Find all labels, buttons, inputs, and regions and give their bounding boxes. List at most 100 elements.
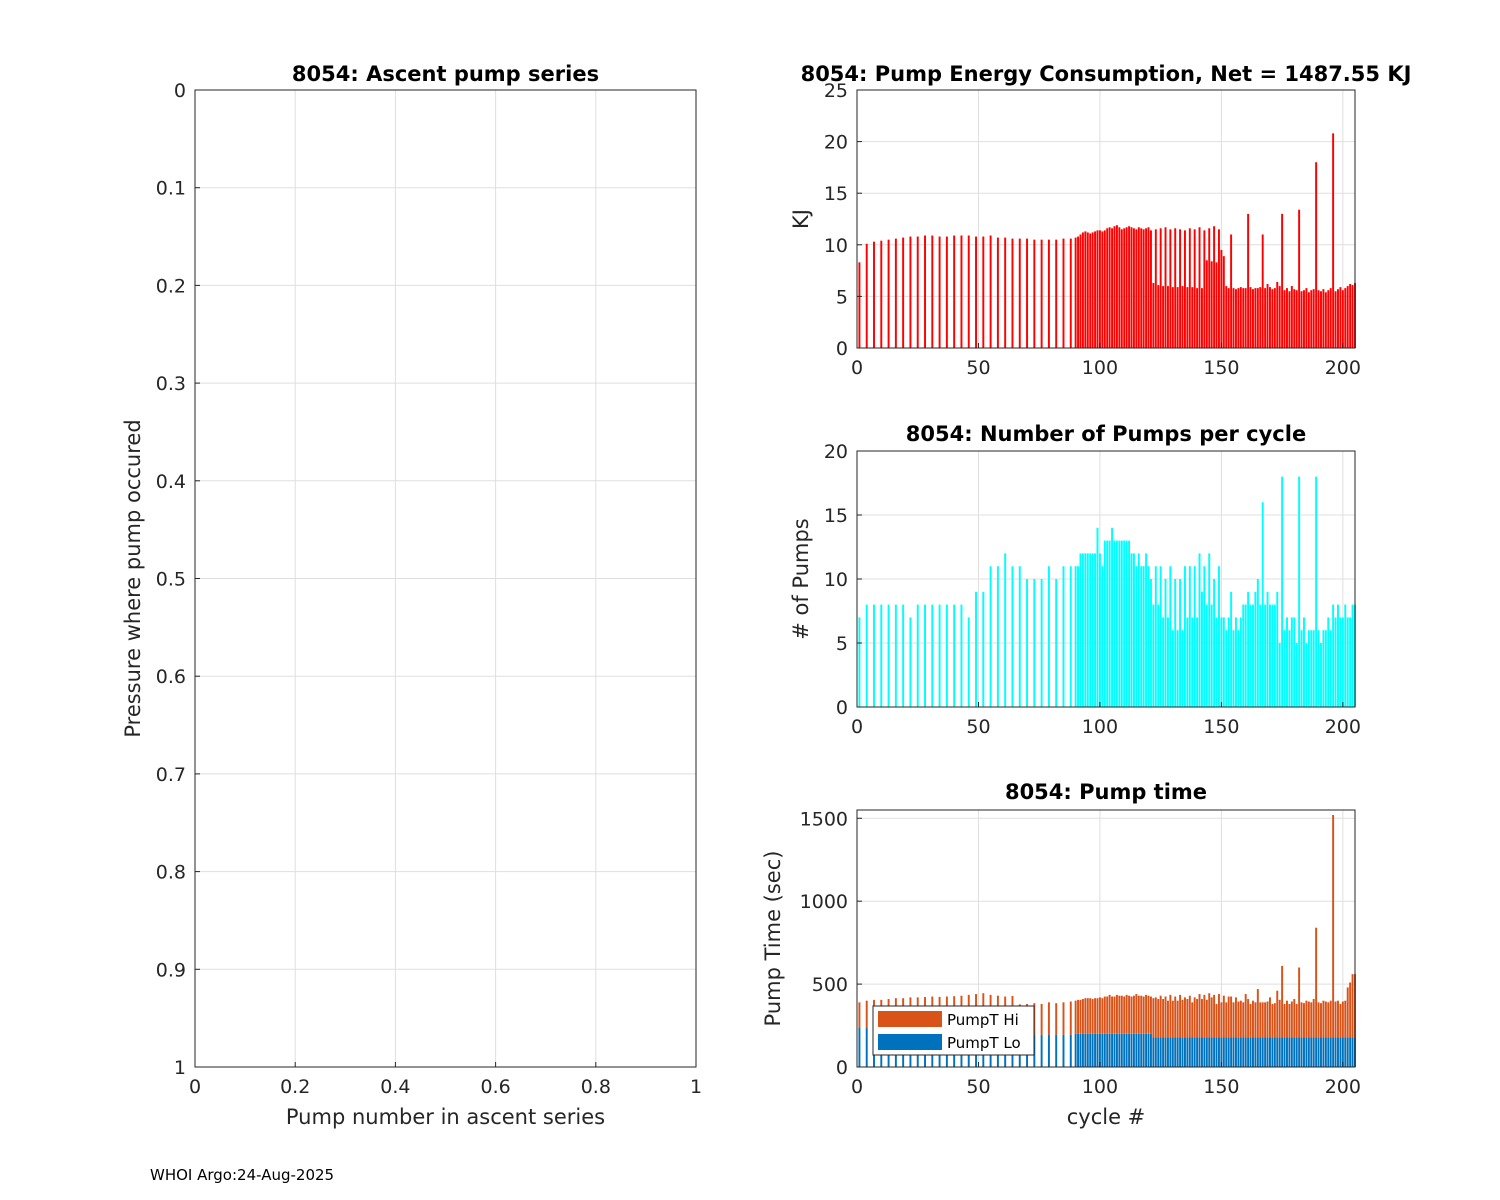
pumpt-hi-bar xyxy=(1341,1001,1344,1038)
pumpt-hi-bar xyxy=(1145,994,1148,1034)
pump-count-bar xyxy=(1298,476,1301,707)
y-tick-label: 500 xyxy=(812,974,848,996)
pump-count-bar xyxy=(880,604,883,707)
pumpt-hi-bar xyxy=(1157,999,1160,1038)
y-tick-label: 15 xyxy=(824,183,848,205)
energy-bar xyxy=(1094,231,1097,348)
energy-bar xyxy=(1261,234,1264,348)
pumpt-hi-bar xyxy=(1115,994,1118,1034)
pumpt-hi-bar xyxy=(1225,1002,1228,1038)
pump-count-bar xyxy=(953,604,956,707)
pump-count-bar xyxy=(1079,553,1082,707)
pump-count-bar xyxy=(1222,617,1225,707)
pumpt-hi-bar xyxy=(1317,1002,1320,1038)
pump-count-bar xyxy=(938,604,941,707)
energy-bar xyxy=(1339,287,1342,348)
pumpt-hi-bar xyxy=(1094,998,1097,1034)
pump-count-bar xyxy=(1179,579,1182,707)
pumpt-hi-bar xyxy=(1159,995,1162,1038)
pumpt-lo-bar xyxy=(1183,1037,1186,1067)
pump-count-bar xyxy=(916,604,919,707)
pump-count-bar xyxy=(1329,630,1332,707)
energy-bar xyxy=(1213,226,1216,348)
energy-bar xyxy=(1234,289,1237,348)
footer-stamp: WHOI Argo:24-Aug-2025 xyxy=(150,1166,335,1184)
pumpt-lo-bar xyxy=(1096,1033,1099,1067)
pump-count-bar xyxy=(960,604,963,707)
energy-bar xyxy=(1264,288,1267,348)
energy-bar xyxy=(1174,228,1177,348)
energy-bar xyxy=(873,241,875,348)
energy-bar xyxy=(1033,239,1036,348)
pumpt-lo-bar xyxy=(1047,1034,1050,1067)
energy-bar xyxy=(1210,261,1213,348)
x-tick-label: 150 xyxy=(1203,1076,1239,1098)
pump-count-bar xyxy=(1208,553,1211,707)
pumpt-hi-bar xyxy=(1259,1002,1262,1038)
energy-bar xyxy=(1334,291,1337,348)
pumpt-hi-bar xyxy=(1327,1002,1330,1038)
energy-bar xyxy=(1186,287,1189,348)
pump-count-bar xyxy=(1324,630,1327,707)
x-tick-label: 100 xyxy=(1082,1076,1118,1098)
axes-box xyxy=(194,89,697,1068)
pump-count-bar xyxy=(1077,566,1080,707)
pumpt-lo-bar xyxy=(1179,1037,1182,1067)
energy-bar xyxy=(1203,230,1206,348)
energy-bars xyxy=(858,133,1356,348)
energy-bar xyxy=(1225,286,1228,348)
pumpt-hi-bar xyxy=(1040,1003,1043,1035)
pumpt-lo-bar xyxy=(1234,1037,1237,1067)
pump-count-bar xyxy=(1106,540,1109,707)
pumpt-lo-bar xyxy=(1098,1033,1101,1067)
pump-count-bar xyxy=(1205,604,1208,707)
pump-count-bar xyxy=(902,604,905,707)
pumpt-lo-bar xyxy=(1307,1037,1310,1067)
pump-count-bar xyxy=(1351,604,1354,707)
pumpt-lo-bar xyxy=(1269,1037,1271,1067)
energy-bar xyxy=(1115,225,1118,348)
x-tick-label: 0 xyxy=(189,1076,201,1098)
pump-count-bar xyxy=(1154,566,1157,707)
y-tick-label: 25 xyxy=(824,80,848,102)
pumpt-lo-bar xyxy=(1196,1037,1199,1067)
pumpt-lo-bar xyxy=(1249,1037,1252,1067)
pump-count-bar xyxy=(1307,630,1310,707)
pumpt-lo-bar xyxy=(1303,1037,1305,1067)
pump-count-bar xyxy=(1237,630,1240,707)
pumpt-lo-bar xyxy=(1232,1037,1235,1067)
x-tick-label: 50 xyxy=(966,357,990,379)
pump-count-bar xyxy=(1305,643,1308,707)
pumpt-lo-bar xyxy=(1084,1033,1087,1067)
energy-bar xyxy=(1128,226,1131,348)
pumpt-lo-bar xyxy=(1215,1037,1218,1067)
pumpt-hi-bar xyxy=(1271,1003,1274,1038)
pumpt-hi-bar xyxy=(1334,1001,1337,1038)
energy-bar xyxy=(1249,287,1252,348)
pump-count-bar xyxy=(1125,540,1128,707)
pumpt-lo-bar xyxy=(1254,1037,1257,1067)
pumpt-lo-bar xyxy=(1344,1037,1347,1067)
pumpt-lo-bar xyxy=(1278,1037,1281,1067)
pumpt-hi-bar xyxy=(1205,999,1208,1038)
pumpt-lo-bar xyxy=(858,1027,861,1067)
pump-count-bar xyxy=(1242,604,1245,707)
pumpt-lo-bar xyxy=(1198,1037,1201,1067)
pumpt-lo-bar xyxy=(1130,1033,1133,1067)
pumpt-lo-bar xyxy=(1106,1033,1109,1067)
energy-bar xyxy=(1132,228,1135,348)
x-tick-label: 100 xyxy=(1082,357,1118,379)
pumpt-lo-bar xyxy=(1149,1033,1152,1067)
energy-bar xyxy=(1346,286,1349,348)
x-tick-label: 100 xyxy=(1082,716,1118,738)
pumpt-hi-bar xyxy=(1108,994,1111,1034)
pump-energy-axes: 0 50 100 150 200 0 5 10 15 20 25 8054: Pump Energy… xyxy=(789,62,1411,379)
pumpt-lo-bar xyxy=(1259,1037,1262,1067)
pump-count-bar xyxy=(1176,630,1179,707)
pumpt-hi-bar xyxy=(1147,995,1150,1034)
pumpt-hi-bar xyxy=(1123,996,1126,1034)
energy-bar xyxy=(880,240,883,348)
y-tick-label: 0 xyxy=(836,338,848,360)
energy-bar xyxy=(1077,236,1080,348)
pump-count-bar xyxy=(982,591,985,707)
